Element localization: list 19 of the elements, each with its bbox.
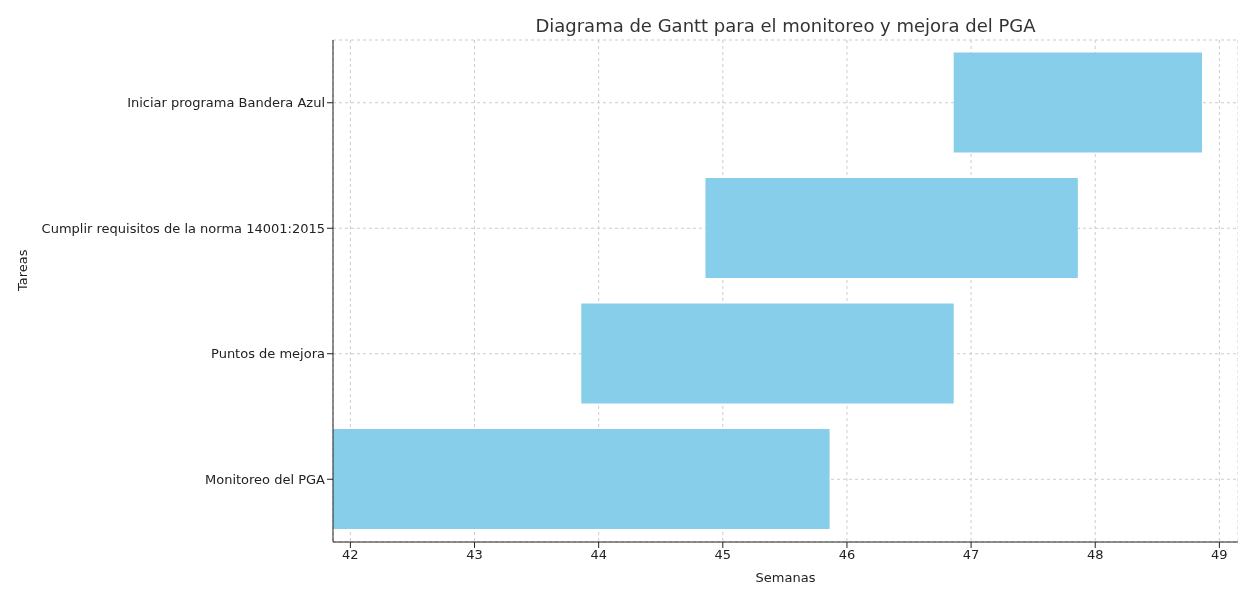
- x-tick-label: 45: [714, 547, 732, 563]
- bar: [333, 429, 830, 530]
- y-axis-title: Tareas: [14, 249, 30, 292]
- bar: [581, 303, 954, 404]
- x-tick-label: 47: [962, 547, 980, 563]
- chart-title: Diagrama de Gantt para el monitoreo y mejora del PGA: [534, 14, 1037, 38]
- x-tick-label: 44: [590, 547, 607, 563]
- x-tick-label: 42: [342, 547, 359, 563]
- x-tick-label: 49: [1211, 547, 1228, 563]
- y-tick-label: Cumplir requisitos de la norma 14001:2015: [41, 220, 325, 236]
- x-tick-label: 43: [466, 547, 483, 563]
- bar: [953, 52, 1202, 153]
- y-tick-label: Puntos de mejora: [211, 346, 325, 362]
- y-tick-label: Iniciar programa Bandera Azul: [127, 95, 325, 111]
- bar: [705, 178, 1078, 279]
- x-tick-label: 48: [1086, 547, 1104, 563]
- x-axis-title: Semanas: [755, 570, 816, 585]
- x-tick-label: 46: [838, 547, 856, 563]
- y-tick-label: Monitoreo del PGA: [204, 471, 326, 487]
